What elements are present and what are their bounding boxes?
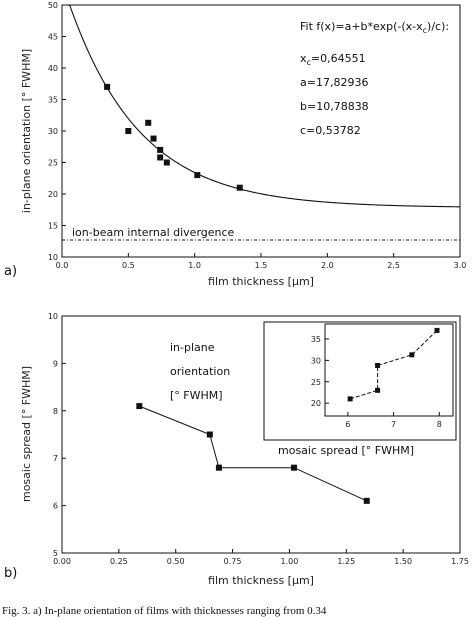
chart-b-plot-frame [61,315,461,554]
data-point [150,135,157,142]
y-tick-label: 10 [48,312,58,321]
data-point [375,387,381,393]
inset-series-line [349,330,438,400]
chart-a-x-axis-label: film thickness [µm] [208,275,314,288]
x-tick-label: 1.00 [281,557,299,566]
y-tick-label: 9 [53,359,58,368]
fit-equation: Fit f(x)=a+b*exp(-(x-xc)/c): [300,20,449,35]
chart-b-inset: 6 7 8 20 25 30 35 in-plane orientation [° FWH… [170,321,457,457]
data-point [434,327,440,333]
chart-a-divergence-label: ion-beam internal divergence [72,226,235,239]
data-point [409,352,415,358]
chart-a-plot-frame [61,4,461,258]
inset-y-label-line2: orientation [170,365,230,378]
chart-a-fit-curve [62,4,461,208]
x-tick-label: 3.0 [454,261,467,270]
x-tick-label: 7 [391,420,396,429]
x-tick-label: 8 [437,420,442,429]
data-point [145,119,152,126]
fit-a: a=17,82936 [300,76,368,89]
y-tick-label: 6 [53,502,58,511]
data-point [163,159,170,166]
x-tick-label: 2.5 [387,261,400,270]
inset-x-axis-label: mosaic spread [° FWHM] [278,444,414,457]
x-tick-label: 1.0 [188,261,201,270]
x-tick-label: 0.25 [110,557,128,566]
data-point [347,396,353,402]
data-point [375,363,381,369]
fit-xc: xc=0,64551 [300,52,366,67]
data-point [363,497,370,504]
chart-b-y-ticks: 5 6 7 8 9 10 [48,312,66,558]
x-tick-label: 6 [345,420,350,429]
data-point [125,128,132,134]
chart-a-y-ticks: 10 15 20 25 30 35 40 45 50 [48,1,66,262]
chart-b-x-axis-label: film thickness [µm] [208,574,314,587]
y-tick-label: 25 [48,159,58,168]
x-tick-label: 1.75 [451,557,469,566]
inset-y-label-line1: in-plane [170,341,215,354]
data-point [136,403,143,410]
y-tick-label: 35 [311,335,321,344]
inset-points [347,327,440,402]
inset-frame [263,321,457,441]
inset-y-label-line3: [° FWHM] [170,389,223,402]
y-tick-label: 30 [48,127,58,136]
fit-c: c=0,53782 [300,124,361,137]
data-point [290,464,297,471]
y-tick-label: 10 [48,253,58,262]
chart-b: 0.00 0.25 0.50 0.75 1.00 1.25 1.50 1.75 5 6 7 8 9 10… [4,312,469,587]
chart-b-y-axis-label: mosaic spread [° FWHM] [20,366,33,502]
chart-a-panel-label: a) [4,264,17,279]
y-tick-label: 35 [48,96,58,105]
fit-b: b=10,78838 [300,100,369,113]
y-tick-label: 30 [311,356,321,365]
x-tick-label: 0.50 [167,557,185,566]
data-point [104,83,111,90]
chart-a-x-ticks: 0.0 0.5 1.0 1.5 2.0 2.5 3.0 [56,253,467,270]
x-tick-label: 0.00 [53,557,71,566]
y-tick-label: 45 [48,33,58,42]
chart-b-x-ticks: 0.00 0.25 0.50 0.75 1.00 1.25 1.50 1.75 [53,549,469,566]
chart-b-points [136,403,370,504]
x-tick-label: 1.50 [394,557,412,566]
y-tick-label: 20 [311,399,321,408]
y-tick-label: 8 [53,407,58,416]
inset-y-ticks: 20 25 30 35 [311,335,329,408]
data-point [215,464,222,471]
chart-b-panel-label: b) [4,566,17,581]
y-tick-label: 20 [48,190,58,199]
y-tick-label: 7 [53,454,58,463]
y-tick-label: 50 [48,1,58,10]
x-tick-label: 1.5 [255,261,268,270]
data-point [194,172,201,179]
inset-plot-area [324,323,454,417]
chart-a-fit-box: Fit f(x)=a+b*exp(-(x-xc)/c): xc=0,64551 … [300,20,449,137]
x-tick-label: 0.75 [224,557,242,566]
chart-a-y-axis-label: in-plane orientation [° FWHM] [20,49,33,213]
y-tick-label: 5 [53,549,58,558]
inset-x-ticks: 6 7 8 [345,412,442,429]
x-tick-label: 2.0 [321,261,334,270]
x-tick-label: 0.0 [56,261,69,270]
x-tick-label: 1.25 [337,557,355,566]
y-tick-label: 15 [48,222,58,231]
data-point [157,154,164,161]
x-tick-label: 0.5 [122,261,135,270]
data-point [206,431,213,438]
figure-caption: Fig. 3. a) In-plane orientation of films… [2,605,327,617]
y-tick-label: 40 [48,64,58,73]
chart-a: 0.0 0.5 1.0 1.5 2.0 2.5 3.0 10 15 20 25 30 35 40 45 50… [4,1,466,288]
data-point [236,184,243,191]
chart-a-points [104,83,243,191]
data-point [157,146,164,153]
y-tick-label: 25 [311,378,321,387]
